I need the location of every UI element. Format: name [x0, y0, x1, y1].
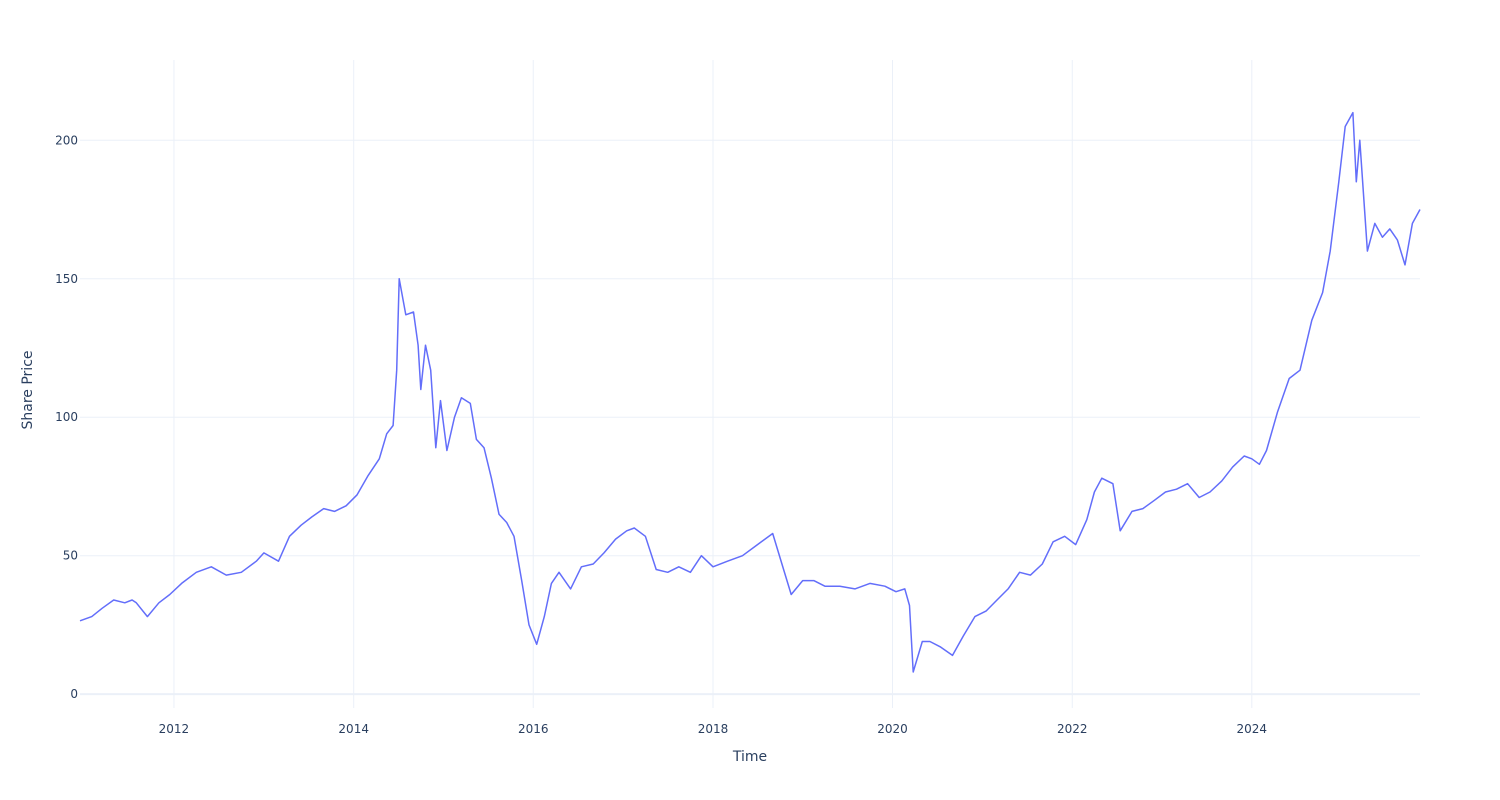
- y-tick-label: 100: [55, 410, 78, 424]
- x-tick-label: 2020: [877, 722, 908, 736]
- x-tick-label: 2014: [338, 722, 369, 736]
- x-axis-tick-labels: 2012 2014 2016 2018 2020 2022 2024: [159, 722, 1267, 736]
- x-tick-label: 2016: [518, 722, 549, 736]
- y-tick-label: 50: [63, 549, 78, 563]
- y-axis-tick-labels: 0 50 100 150 200: [55, 133, 78, 701]
- x-tick-label: 2024: [1237, 722, 1268, 736]
- y-tick-label: 0: [70, 687, 78, 701]
- x-tick-label: 2018: [698, 722, 729, 736]
- y-tick-label: 150: [55, 272, 78, 286]
- y-tick-label: 200: [55, 133, 78, 147]
- y-gridlines: [80, 139, 1420, 696]
- x-gridlines: [173, 60, 1253, 708]
- x-tick-label: 2012: [159, 722, 190, 736]
- plot-area: [79, 111, 1421, 673]
- series-line: [79, 111, 1421, 673]
- x-tick-label: 2022: [1057, 722, 1088, 736]
- x-axis-title: Time: [732, 749, 767, 765]
- y-axis-title: Share Price: [20, 350, 36, 429]
